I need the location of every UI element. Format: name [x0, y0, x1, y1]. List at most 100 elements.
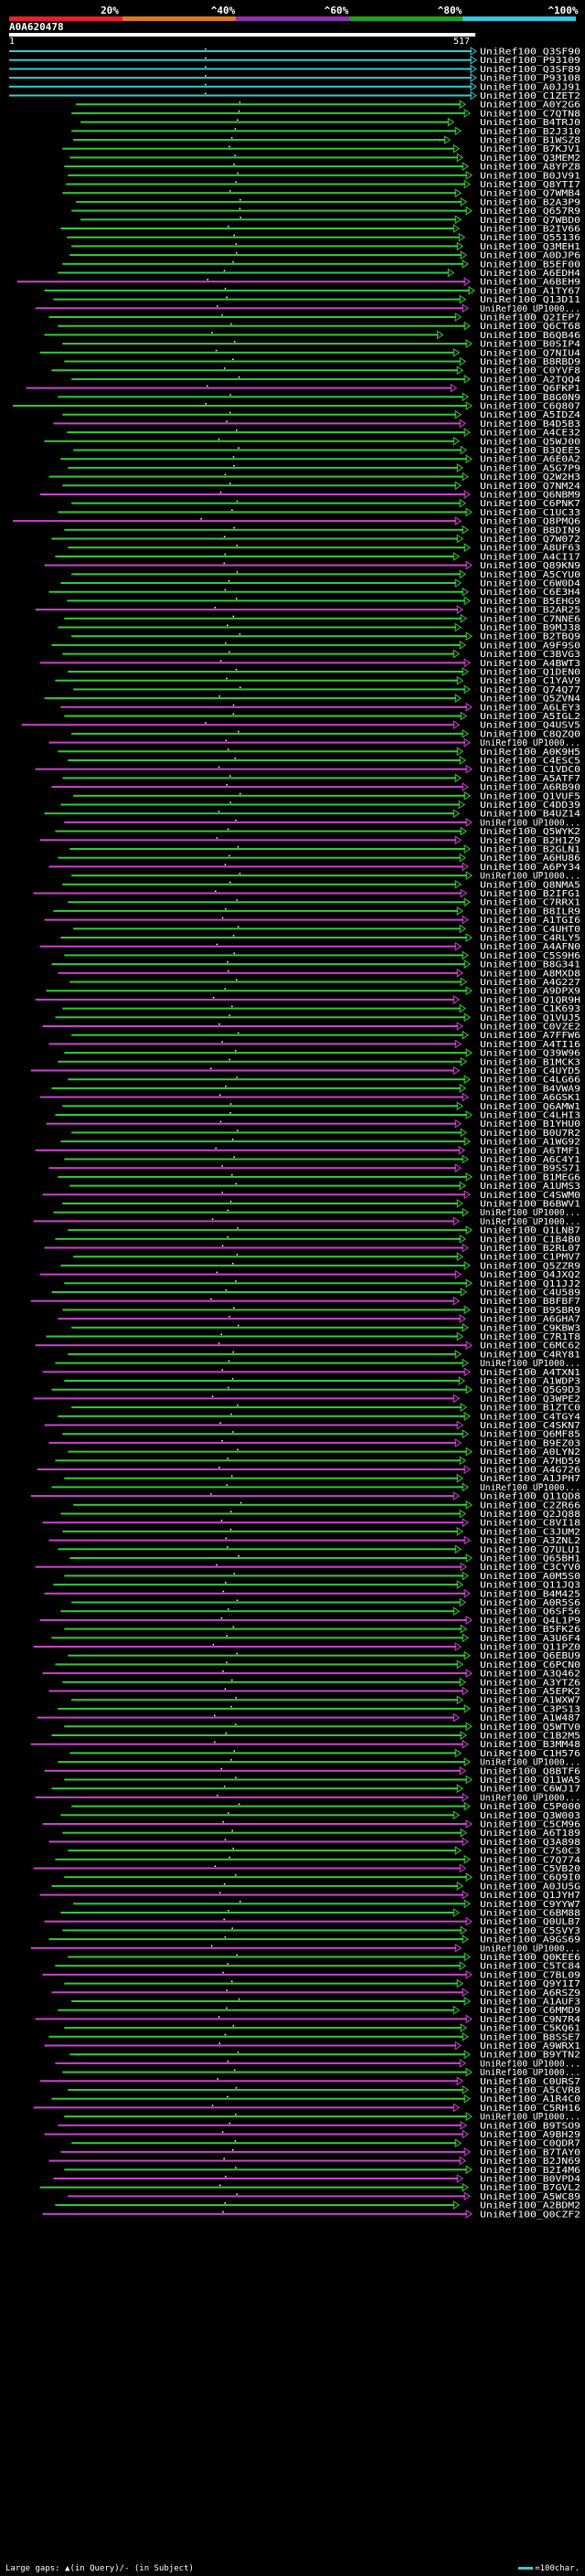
hit-row[interactable]: UniRef100_Q0KEE6	[68, 1952, 580, 1963]
hit-bar[interactable]	[68, 1450, 468, 1453]
hit-bar[interactable]	[62, 192, 457, 195]
hit-row[interactable]: UniRef100_A1TY67	[44, 285, 580, 296]
hit-label[interactable]: UniRef100_A5G7P9	[480, 463, 580, 473]
hit-row[interactable]: UniRef100_B2J310	[71, 126, 580, 137]
hit-row[interactable]: UniRef100_Q7W072	[51, 534, 580, 545]
hit-row[interactable]: UniRef100_C6E3H4	[48, 587, 580, 598]
hit-row[interactable]: UniRef100_A5WC89	[68, 2191, 580, 2202]
hit-row[interactable]: UniRef100_A6GHA7	[58, 1314, 580, 1325]
hit-row[interactable]: UniRef100_C2ZR66	[73, 1500, 580, 1511]
hit-row[interactable]: UniRef100_Q89KN9	[44, 560, 580, 571]
hit-label[interactable]: UniRef100_Q0KEE6	[480, 1953, 580, 1963]
hit-bar[interactable]	[51, 1734, 463, 1736]
hit-bar[interactable]	[58, 1060, 463, 1063]
hit-row[interactable]: UniRef100_A0Y2G6	[76, 100, 580, 111]
hit-bar[interactable]	[42, 1025, 459, 1027]
hit-bar[interactable]	[62, 1203, 459, 1204]
hit-label[interactable]: UniRef100_UP1000...	[480, 1793, 580, 1803]
hit-row[interactable]: UniRef100_Q8BTF6	[44, 1765, 580, 1776]
hit-label[interactable]: UniRef100_UP1000...	[480, 872, 580, 882]
hit-row[interactable]: UniRef100_B8DIN9	[64, 525, 580, 535]
hit-label[interactable]: UniRef100_C8VI18	[480, 1519, 580, 1529]
hit-label[interactable]: UniRef100_C7NNE6	[480, 614, 580, 624]
hit-bar[interactable]	[64, 1778, 468, 1781]
hit-row[interactable]: UniRef100_Q6EBU9	[68, 1650, 580, 1661]
hit-label[interactable]: UniRef100_UP1000...	[480, 2068, 580, 2078]
hit-row[interactable]: UniRef100_B4VWA9	[51, 1083, 580, 1094]
hit-label[interactable]: UniRef100_C3PS13	[480, 1704, 580, 1714]
hit-bar[interactable]	[39, 2080, 459, 2083]
hit-label[interactable]: UniRef100_A7FFW6	[480, 1031, 580, 1041]
hit-label[interactable]: UniRef100_Q2W2H3	[480, 472, 580, 482]
hit-bar[interactable]	[68, 2195, 466, 2198]
hit-label[interactable]: UniRef100_C4UHT0	[480, 925, 580, 935]
hit-label[interactable]: UniRef100_Q65BH1	[480, 1554, 580, 1564]
hit-row[interactable]: UniRef100_C6MC62	[35, 1341, 580, 1352]
hit-row[interactable]: UniRef100_Q9Y1I7	[64, 1978, 580, 1989]
hit-label[interactable]: UniRef100_A4G227	[480, 978, 580, 988]
hit-row[interactable]: UniRef100_Q39W96	[64, 1048, 580, 1059]
hit-bar[interactable]	[60, 1264, 466, 1267]
hit-label[interactable]: UniRef100_B5EHG9	[480, 597, 580, 607]
hit-bar[interactable]	[62, 2071, 468, 2073]
hit-row[interactable]: UniRef100_B0VPD4	[53, 2174, 580, 2185]
hit-row[interactable]: UniRef100_A6HU86	[58, 853, 580, 864]
hit-row[interactable]: UniRef100_A6TMF1	[35, 1145, 580, 1156]
hit-bar[interactable]	[71, 732, 464, 735]
hit-label[interactable]: UniRef100_C5TC84	[480, 1962, 580, 1972]
hit-label[interactable]: UniRef100_B9TSO9	[480, 2121, 580, 2131]
hit-label[interactable]: UniRef100_Q11JQ3	[480, 1581, 580, 1591]
hit-label[interactable]: UniRef100_C4LG66	[480, 1076, 580, 1086]
hit-row[interactable]: UniRef100_B4TRJ0	[80, 117, 580, 128]
hit-row[interactable]: UniRef100_B7KJV1	[62, 143, 580, 154]
hit-label[interactable]: UniRef100_Q7WBD0	[480, 216, 580, 226]
hit-bar[interactable]	[62, 652, 455, 655]
hit-label[interactable]: UniRef100_B8G0N9	[480, 393, 580, 403]
hit-label[interactable]: UniRef100_Q657R9	[480, 207, 580, 217]
hit-row[interactable]: UniRef100_B2IV66	[60, 224, 580, 235]
hit-label[interactable]: UniRef100_C7Q774	[480, 1855, 580, 1865]
hit-row[interactable]: UniRef100_A6RSZ9	[51, 1988, 580, 1998]
hit-row[interactable]: UniRef100_C7R1T8	[46, 1331, 580, 1342]
hit-bar[interactable]	[64, 1876, 468, 1879]
hit-row[interactable]: UniRef100_Q5WYK2	[55, 826, 580, 837]
hit-row[interactable]: UniRef100_UP1000...	[33, 1216, 580, 1227]
hit-bar[interactable]	[44, 1920, 468, 1923]
hit-row[interactable]: UniRef100_A1UMS3	[69, 1181, 580, 1192]
hit-row[interactable]: UniRef100_A1WXW7	[71, 1695, 580, 1706]
hit-bar[interactable]	[60, 2150, 466, 2153]
hit-row[interactable]: UniRef100_Q6AMW1	[62, 1101, 580, 1112]
hit-row[interactable]: UniRef100_Q1VUJ5	[55, 1012, 580, 1023]
hit-bar[interactable]	[51, 1884, 459, 1887]
hit-row[interactable]: UniRef100_A5G7P9	[68, 462, 580, 473]
hit-bar[interactable]	[69, 981, 463, 983]
hit-label[interactable]: UniRef100_A5IGL2	[480, 712, 580, 722]
hit-label[interactable]: UniRef100_Q8PMQ6	[480, 517, 580, 527]
hit-row[interactable]: UniRef100_C6Q9I0	[64, 1872, 580, 1883]
hit-label[interactable]: UniRef100_C1B2M5	[480, 1732, 580, 1742]
hit-row[interactable]: UniRef100_A5ATF7	[62, 773, 580, 784]
hit-row[interactable]: UniRef100_B2A3P9	[76, 196, 580, 207]
hit-bar[interactable]	[73, 449, 463, 451]
hit-row[interactable]: UniRef100_A6EDH4	[58, 268, 580, 279]
hit-row[interactable]: UniRef100_A1TGI6	[44, 915, 580, 926]
hit-label[interactable]: UniRef100_UP1000...	[480, 2059, 580, 2069]
hit-bar[interactable]	[71, 1601, 462, 1604]
hit-label[interactable]: UniRef100_B8G341	[480, 960, 580, 970]
hit-label[interactable]: UniRef100_Q1DEN0	[480, 668, 580, 678]
hit-row[interactable]: UniRef100_Q3WPE2	[33, 1394, 580, 1405]
hit-row[interactable]: UniRef100_C1YAV9	[55, 675, 580, 686]
hit-bar[interactable]	[71, 2000, 466, 2002]
hit-label[interactable]: UniRef100_Q3MEM2	[480, 154, 580, 164]
hit-label[interactable]: UniRef100_Q1LNB7	[480, 1226, 580, 1236]
hit-label[interactable]: UniRef100_UP1000...	[480, 1208, 580, 1218]
hit-row[interactable]: UniRef100_Q11WA5	[64, 1775, 580, 1786]
hit-row[interactable]: UniRef100_C5VB20	[33, 1863, 580, 1874]
hit-bar[interactable]	[33, 1397, 455, 1400]
hit-bar[interactable]	[51, 2097, 466, 2100]
hit-row[interactable]: UniRef100_UP1000...	[51, 1482, 580, 1493]
hit-bar[interactable]	[35, 2018, 468, 2020]
hit-row[interactable]: UniRef100_B0U7R2	[71, 1128, 580, 1139]
hit-bar[interactable]	[58, 396, 464, 398]
hit-row[interactable]: UniRef100_Q8NMA5	[62, 879, 580, 890]
